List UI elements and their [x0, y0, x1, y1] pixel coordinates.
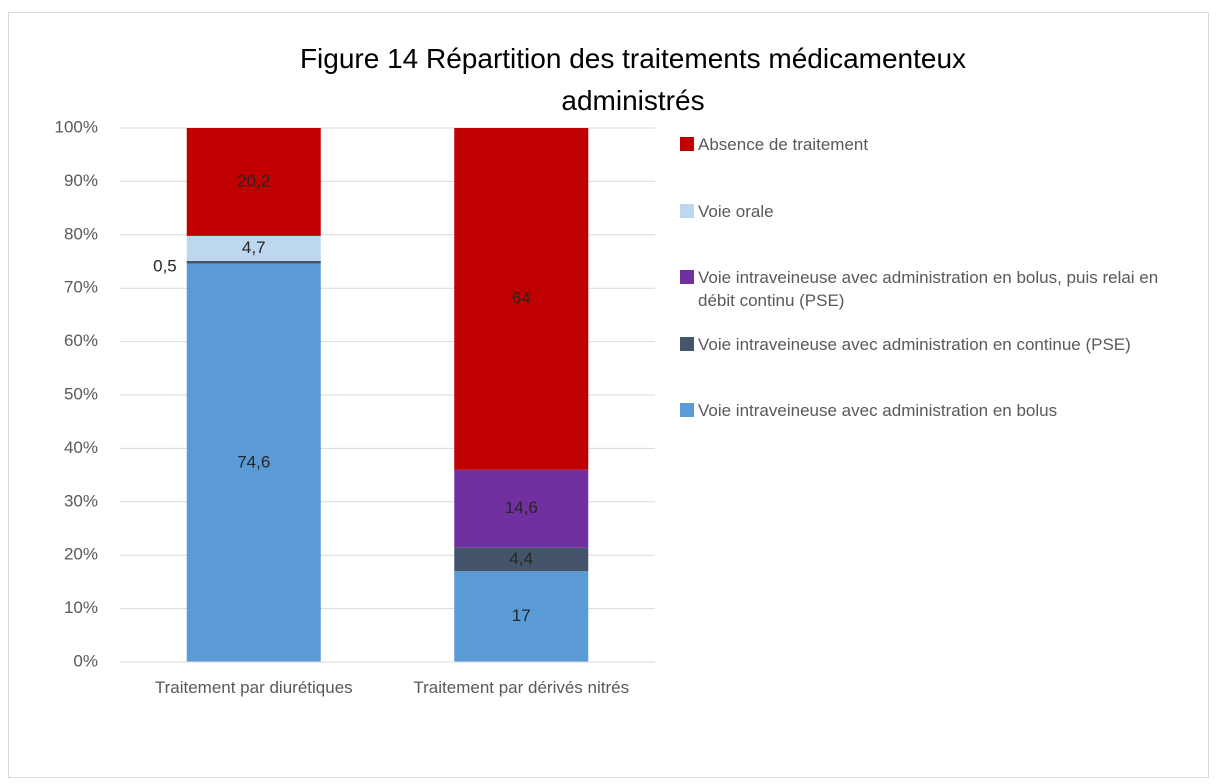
y-tick-label: 40%: [64, 438, 98, 457]
legend-item: Voie intraveineuse avec administration e…: [680, 333, 1188, 356]
legend-label: Voie orale: [698, 201, 774, 221]
bar-segment: [186, 260, 321, 264]
y-tick-label: 20%: [64, 545, 98, 564]
y-tick-label: 70%: [64, 278, 98, 297]
legend-label: Voie intraveineuse avec administration e…: [698, 334, 1131, 354]
legend-label: Voie intraveineuse avec administration e…: [698, 401, 1058, 420]
bar-segment: [186, 263, 321, 662]
legend-item: Voie intraveineuse avec administration e…: [680, 399, 1188, 422]
chart-title: Figure 14 Répartition des traitements mé…: [299, 43, 967, 116]
legend-swatch: [680, 137, 694, 151]
y-tick-label: 90%: [64, 171, 98, 190]
data-label: 17: [512, 606, 531, 625]
bar-segment: [454, 469, 589, 548]
legend-item: Voie orale: [680, 200, 1188, 223]
y-tick-label: 0%: [73, 651, 98, 670]
bar-segment: [454, 547, 589, 572]
y-tick-label: 50%: [64, 384, 98, 403]
legend-swatch: [680, 203, 694, 218]
bar-segment: [186, 128, 321, 236]
data-label: 4,7: [242, 238, 266, 257]
y-tick-label: 30%: [64, 491, 98, 510]
x-tick-label: Traitement par dérivés nitrés: [413, 678, 630, 697]
bar-segment: [454, 128, 589, 470]
data-label: 20,2: [237, 171, 270, 190]
x-tick-label: Traitement par diurétiques: [154, 678, 353, 697]
legend-swatch: [680, 336, 694, 351]
legend-label: Voie intraveineuse avec administration e…: [698, 268, 1159, 310]
y-tick-label: 60%: [64, 331, 98, 350]
y-tick-label: 10%: [64, 598, 98, 617]
data-label: 14,6: [505, 498, 538, 517]
y-tick-label: 100%: [55, 117, 98, 136]
legend-label: Absence de traitement: [698, 135, 869, 154]
legend-swatch: [680, 403, 694, 417]
bar-segment: [186, 235, 321, 261]
data-label: 0,5: [153, 256, 177, 275]
data-label: 74,6: [237, 452, 270, 471]
bar-segment: [454, 571, 589, 662]
legend-item: Voie intraveineuse avec administration e…: [680, 266, 1188, 312]
data-label: 64: [512, 288, 531, 307]
legend-swatch: [680, 270, 694, 284]
legend-item: Absence de traitement: [680, 133, 1188, 156]
data-label: 4,4: [509, 549, 533, 568]
y-tick-label: 80%: [64, 224, 98, 243]
